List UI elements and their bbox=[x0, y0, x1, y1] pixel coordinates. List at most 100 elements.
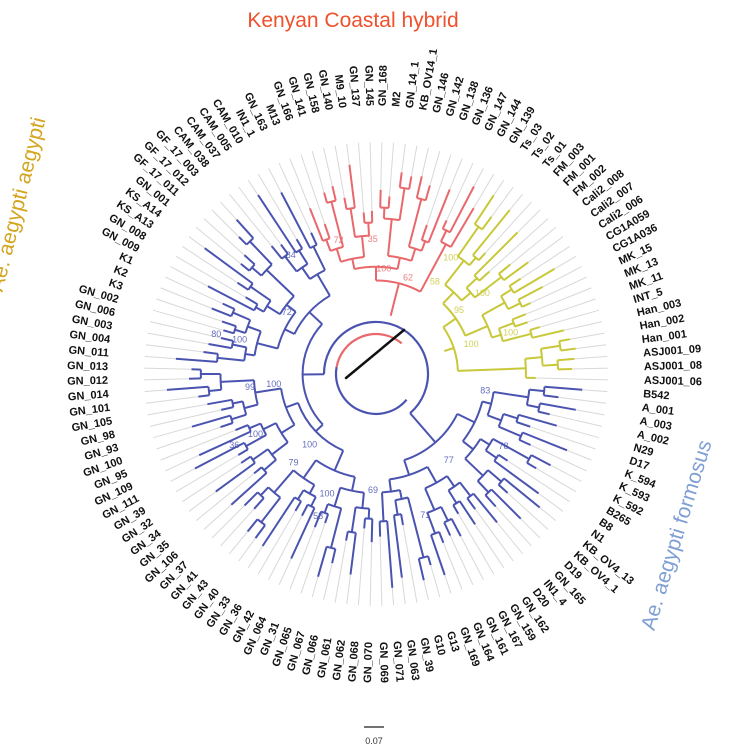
branch-segment bbox=[575, 344, 607, 350]
branch-segment bbox=[297, 489, 305, 500]
branch-segment bbox=[518, 438, 531, 446]
branch-arc bbox=[481, 314, 493, 338]
branch-segment bbox=[325, 239, 332, 252]
branch-arc bbox=[526, 454, 533, 464]
branch-arc bbox=[556, 360, 559, 370]
leaf-label: A_001 bbox=[641, 402, 675, 418]
branch-segment bbox=[473, 194, 495, 225]
branch-segment bbox=[444, 574, 452, 594]
leaf-label: B542 bbox=[643, 388, 670, 402]
branch-arc bbox=[253, 330, 262, 356]
branch-segment bbox=[350, 507, 357, 533]
branch-segment bbox=[401, 577, 406, 605]
branch-segment bbox=[410, 248, 417, 262]
branch-segment bbox=[245, 353, 255, 357]
branch-segment bbox=[289, 526, 316, 590]
branch-segment bbox=[237, 448, 249, 456]
branch-segment bbox=[253, 497, 265, 510]
branch-segment bbox=[566, 449, 592, 461]
branch-segment bbox=[357, 528, 365, 606]
branch-segment bbox=[496, 522, 523, 555]
branch-segment bbox=[222, 302, 235, 310]
branch-segment bbox=[323, 192, 328, 204]
leaf-label: GN_145 bbox=[362, 65, 375, 106]
branch-segment bbox=[312, 245, 326, 271]
branch-segment bbox=[387, 196, 391, 209]
branch-segment bbox=[255, 306, 265, 313]
branch-segment bbox=[247, 545, 264, 568]
branch-segment bbox=[203, 504, 232, 530]
branch-segment bbox=[474, 508, 514, 562]
leaf-label: M2 bbox=[390, 91, 403, 107]
branch-segment bbox=[452, 504, 460, 515]
branch-segment bbox=[472, 492, 498, 524]
branch-arc bbox=[524, 358, 527, 378]
branch-segment bbox=[396, 257, 401, 270]
branch-segment bbox=[333, 450, 345, 471]
branch-segment bbox=[490, 488, 522, 520]
branch-segment bbox=[349, 208, 356, 238]
branch-segment bbox=[351, 476, 356, 492]
branch-segment bbox=[310, 496, 317, 507]
branch-segment bbox=[525, 356, 543, 360]
bootstrap-label: 35 bbox=[368, 234, 378, 244]
scale-bar: 0.07 bbox=[364, 726, 384, 746]
branch-segment bbox=[478, 270, 490, 282]
branch-segment bbox=[217, 356, 245, 362]
branch-segment bbox=[380, 142, 383, 190]
branch-arc bbox=[267, 448, 277, 461]
branch-segment bbox=[449, 207, 475, 248]
branch-segment bbox=[535, 377, 608, 381]
branch-segment bbox=[426, 512, 437, 534]
branch-arc bbox=[243, 442, 249, 450]
branch-segment bbox=[449, 186, 475, 233]
bootstrap-label: 79 bbox=[288, 457, 298, 467]
branch-segment bbox=[308, 484, 316, 495]
branch-segment bbox=[513, 268, 556, 294]
branch-segment bbox=[334, 540, 347, 603]
branch-segment bbox=[204, 247, 254, 285]
branch-segment bbox=[527, 298, 596, 323]
branch-arc bbox=[232, 325, 237, 334]
branch-segment bbox=[361, 492, 365, 509]
branch-segment bbox=[357, 142, 365, 213]
branch-segment bbox=[529, 326, 541, 331]
branch-arc bbox=[444, 284, 463, 302]
branch-segment bbox=[323, 563, 333, 601]
branch-segment bbox=[243, 491, 259, 507]
branch-segment bbox=[466, 497, 477, 510]
branch-segment bbox=[398, 489, 403, 500]
tree-branches bbox=[166, 164, 583, 588]
branch-segment bbox=[149, 409, 222, 427]
bootstrap-label: 36 bbox=[229, 440, 239, 450]
branch-segment bbox=[244, 403, 258, 410]
branch-arc bbox=[229, 415, 234, 424]
branch-segment bbox=[401, 143, 406, 173]
branch-segment bbox=[478, 252, 487, 261]
branch-segment bbox=[424, 185, 431, 201]
branch-segment bbox=[479, 438, 491, 446]
branch-segment bbox=[247, 325, 262, 333]
bootstrap-label: 100 bbox=[248, 429, 263, 439]
branch-arc bbox=[267, 486, 281, 499]
branch-segment bbox=[440, 506, 449, 522]
branch-arc bbox=[253, 380, 259, 405]
branch-segment bbox=[491, 186, 514, 218]
branch-segment bbox=[301, 267, 311, 280]
leaf-label: ASJ001_06 bbox=[644, 375, 702, 389]
branch-segment bbox=[278, 558, 292, 586]
branch-segment bbox=[408, 176, 413, 190]
branch-segment bbox=[220, 422, 234, 429]
branch-segment bbox=[481, 301, 506, 316]
leaf-label: Han_001 bbox=[641, 328, 687, 346]
branch-arc bbox=[245, 237, 254, 246]
branch-segment bbox=[232, 343, 247, 349]
branch-segment bbox=[144, 355, 176, 360]
branch-segment bbox=[198, 430, 252, 457]
leaf-labels: GN_070GN_068GN_062GN_061GN_066GN_067GN_0… bbox=[67, 48, 702, 683]
branch-arc bbox=[256, 518, 266, 526]
branch-segment bbox=[215, 462, 256, 493]
branch-segment bbox=[468, 256, 477, 266]
branch-segment bbox=[170, 266, 209, 287]
